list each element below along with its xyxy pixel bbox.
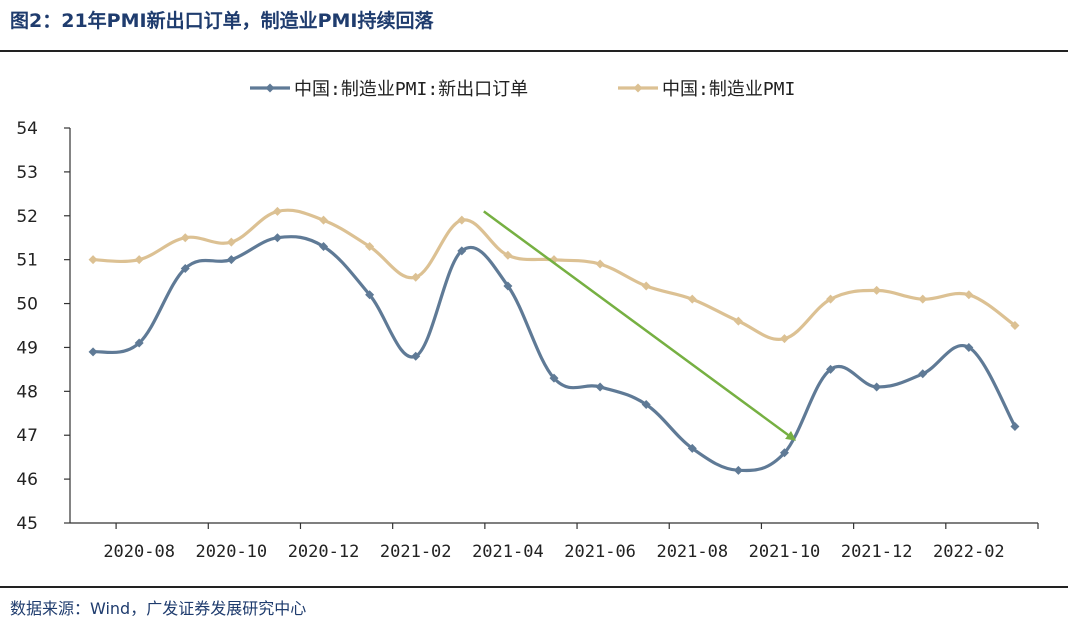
page-title: 图2：21年PMI新出口订单，制造业PMI持续回落 [10, 10, 434, 32]
data-point [272, 233, 282, 243]
legend-item-0: 中国:制造业PMI:新出口订单 [250, 79, 528, 100]
data-point [687, 294, 697, 304]
chart: 中国:制造业PMI:新出口订单 中国:制造业PMI 45 46 47 48 49 50 51 5… [16, 79, 1039, 562]
data-point [365, 290, 375, 300]
data-point [457, 246, 467, 256]
data-point [226, 255, 236, 265]
legend: 中国:制造业PMI:新出口订单 中国:制造业PMI [250, 79, 795, 100]
data-point [733, 316, 743, 326]
data-point [88, 347, 98, 357]
y-tick-label: 45 [16, 514, 38, 534]
y-tick-label: 51 [16, 251, 38, 271]
data-point [779, 448, 789, 458]
x-tick-label: 2020-08 [103, 542, 175, 562]
data-point [365, 242, 375, 251]
legend-label: 中国:制造业PMI:新出口订单 [294, 79, 528, 100]
data-point [134, 255, 144, 265]
x-tick-label: 2020-10 [196, 542, 268, 562]
y-tick-label: 48 [16, 382, 38, 402]
series-0 [88, 233, 1020, 475]
legend-marker [265, 83, 275, 93]
trend-arrow [483, 210, 797, 441]
x-tick-label: 2022-02 [933, 542, 1005, 562]
x-tick-label: 2021-06 [564, 542, 636, 562]
data-point [411, 272, 421, 282]
data-point [733, 465, 743, 475]
data-point [595, 382, 605, 392]
y-tick-label: 54 [16, 119, 38, 139]
x-tick-label: 2021-12 [841, 542, 913, 562]
data-point [503, 250, 513, 260]
series-line [92, 208, 1016, 341]
x-tick-label: 2021-10 [749, 542, 821, 562]
data-point [918, 294, 928, 304]
data-point [641, 400, 651, 409]
data-point [88, 255, 98, 265]
data-point [872, 382, 882, 392]
legend-marker [633, 83, 643, 93]
series-1 [88, 206, 1020, 344]
x-tick-label: 2021-04 [472, 542, 544, 562]
data-point [134, 338, 144, 348]
data-point [826, 364, 836, 374]
data-point [964, 290, 974, 300]
source-note: 数据来源：Wind，广发证券发展研究中心 [10, 599, 307, 618]
y-tick-label: 46 [16, 470, 38, 490]
y-tick-label: 52 [16, 207, 38, 227]
top-divider [0, 50, 1068, 52]
data-point [595, 259, 605, 269]
x-tick-label: 2020-12 [288, 542, 360, 562]
series-line [92, 235, 1017, 473]
legend-item-1: 中国:制造业PMI [618, 79, 795, 100]
y-tick-label: 47 [16, 426, 38, 446]
data-point [180, 263, 190, 273]
data-point [319, 215, 329, 225]
x-tick-label: 2021-08 [656, 542, 728, 562]
data-point [457, 215, 467, 225]
data-point [226, 237, 236, 247]
legend-label: 中国:制造业PMI [662, 79, 795, 100]
data-point [319, 242, 329, 251]
bottom-divider [0, 586, 1068, 588]
data-point [872, 285, 882, 295]
y-tick-label: 49 [16, 338, 38, 358]
data-point [641, 281, 651, 291]
data-point [964, 342, 974, 352]
y-tick-label: 50 [16, 295, 38, 315]
data-point [826, 294, 836, 304]
data-point [411, 351, 421, 361]
data-point [549, 373, 559, 383]
x-tick-label: 2021-02 [380, 542, 452, 562]
data-point [180, 233, 190, 243]
data-point [503, 281, 513, 291]
annotation-layer [483, 210, 797, 441]
y-tick-label: 53 [16, 163, 38, 183]
data-point [918, 369, 928, 379]
axes: 45 46 47 48 49 50 51 52 53 54 2020-08 2020-10 2020-1… [16, 119, 1039, 562]
data-point [272, 206, 282, 216]
series-layer [88, 206, 1020, 475]
data-point [1010, 321, 1020, 330]
data-point [779, 334, 789, 344]
data-point [687, 443, 697, 453]
data-point [1010, 421, 1020, 431]
